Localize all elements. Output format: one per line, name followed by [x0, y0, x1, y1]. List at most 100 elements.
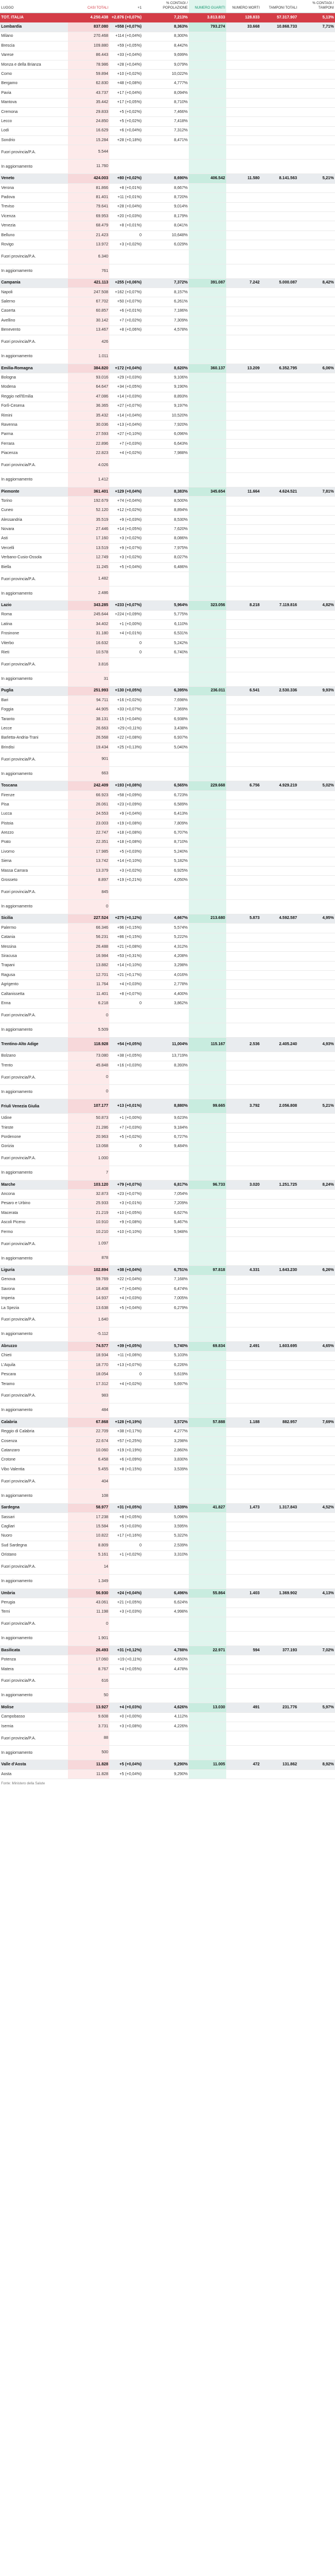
province-row[interactable]: Pesaro e Urbino 25.933 +3 (+0,01%) 7,209%: [0, 1199, 335, 1209]
province-row[interactable]: Napoli 247.508 +162 (+0,07%) 8,157%: [0, 288, 335, 298]
province-row[interactable]: Brindisi 19.434 +25 (+0,13%) 5,040%: [0, 743, 335, 753]
province-row[interactable]: Cagliari 15.584 +5 (+0,03%) 3,595%: [0, 1522, 335, 1532]
province-row[interactable]: Catanzaro 10.060 +19 (+0,19%) 2,860%: [0, 1446, 335, 1456]
header-morti[interactable]: NUMERO MORTI: [226, 0, 261, 13]
province-row[interactable]: Imperia 14.937 +4 (+0,03%) 7,005%: [0, 1294, 335, 1304]
region-row[interactable]: Calabria 67.868 +128 (+0,19%) 3,572% 57.888 1…: [0, 1417, 335, 1428]
province-row[interactable]: Fuori provincia/P.A. 426: [0, 335, 335, 350]
province-row[interactable]: Rieti 10.578 0 6,740%: [0, 648, 335, 658]
province-row[interactable]: Gorizia 13.068 0 9,484%: [0, 1142, 335, 1152]
province-row[interactable]: Taranto 38.131 +15 (+0,04%) 6,938%: [0, 714, 335, 725]
region-row[interactable]: Sicilia 227.524 +275 (+0,12%) 4,667% 213.680…: [0, 914, 335, 924]
province-row[interactable]: Viterbo 16.632 0 5,242%: [0, 638, 335, 649]
province-row[interactable]: Bolzano 73.080 +38 (+0,05%) 13,719%: [0, 1051, 335, 1062]
province-row[interactable]: Varese 86.443 +33 (+0,04%) 9,699%: [0, 51, 335, 60]
province-row[interactable]: Cuneo 52.120 +12 (+0,02%) 8,894%: [0, 506, 335, 516]
province-row[interactable]: Nuoro 10.822 +17 (+0,16%) 5,322%: [0, 1531, 335, 1542]
province-row[interactable]: Campobasso 9.608 +0 (+0,00%) 4,112%: [0, 1712, 335, 1723]
province-row[interactable]: Fuori provincia/P.A. 616: [0, 1674, 335, 1689]
province-row[interactable]: Monza e della Brianza 78.986 +28 (+0,04%) 9…: [0, 60, 335, 70]
region-row[interactable]: Abruzzo 74.577 +39 (+0,05%) 5,740% 69.834 2.4…: [0, 1341, 335, 1352]
province-row[interactable]: Torino 192.679 +74 (+0,04%) 8,500%: [0, 496, 335, 506]
province-row[interactable]: Ferrara 22.896 +7 (+0,03%) 6,643%: [0, 439, 335, 449]
province-row[interactable]: Bari 94.711 +16 (+0,02%) 7,698%: [0, 695, 335, 706]
province-row[interactable]: In aggiornamento 50: [0, 1688, 335, 1704]
province-row[interactable]: Reggio di Calabria 22.709 +38 (+0,17%) 4,27…: [0, 1427, 335, 1438]
province-row[interactable]: Salerno 67.702 +50 (+0,07%) 6,261%: [0, 297, 335, 307]
province-row[interactable]: Belluno 21.423 0 10,648%: [0, 230, 335, 241]
region-row[interactable]: Liguria 102.894 +38 (+0,04%) 6,751% 97.818 4.…: [0, 1265, 335, 1276]
province-row[interactable]: Fermo 10.210 +10 (+0,10%) 5,948%: [0, 1227, 335, 1238]
province-row[interactable]: In aggiornamento 5.509: [0, 1023, 335, 1038]
province-row[interactable]: Pordenone 20.963 +5 (+0,02%) 6,727%: [0, 1132, 335, 1143]
province-row[interactable]: In aggiornamento 7: [0, 1166, 335, 1181]
province-row[interactable]: Vibo Valentia 5.455 +8 (+0,15%) 3,539%: [0, 1465, 335, 1475]
province-row[interactable]: Vercelli 13.519 +9 (+0,07%) 7,975%: [0, 543, 335, 554]
province-row[interactable]: In aggiornamento 1.901: [0, 1631, 335, 1647]
province-row[interactable]: Ravenna 30.036 +13 (+0,04%) 7,920%: [0, 420, 335, 430]
province-row[interactable]: Massa Carrara 13.379 +3 (+0,02%) 6,925%: [0, 866, 335, 876]
province-row[interactable]: Verbano-Cusio-Ossola 12.749 +3 (+0,02%) 8,0…: [0, 553, 335, 563]
province-row[interactable]: In aggiornamento 11.760: [0, 159, 335, 175]
province-row[interactable]: Padova 81.401 +11 (+0,01%) 8,720%: [0, 192, 335, 203]
province-row[interactable]: Fuori provincia/P.A. 4.026: [0, 458, 335, 473]
province-row[interactable]: Fuori provincia/P.A. 845: [0, 885, 335, 900]
province-row[interactable]: Agrigento 11.764 +4 (+0,03%) 2,778%: [0, 979, 335, 990]
province-row[interactable]: Fuori provincia/P.A. 0: [0, 1070, 335, 1085]
province-row[interactable]: In aggiornamento 1.349: [0, 1574, 335, 1589]
province-row[interactable]: Lecce 26.663 +29 (+0,11%) 3,438%: [0, 724, 335, 734]
province-row[interactable]: Forlì-Cesena 36.365 +27 (+0,07%) 9,197%: [0, 402, 335, 411]
province-row[interactable]: Sassari 17.238 +8 (+0,05%) 5,096%: [0, 1512, 335, 1523]
province-row[interactable]: Livorno 17.985 +5 (+0,03%) 5,240%: [0, 847, 335, 857]
province-row[interactable]: Fuori provincia/P.A. 3.816: [0, 657, 335, 672]
province-row[interactable]: Asti 17.160 +3 (+0,02%) 8,086%: [0, 534, 335, 544]
province-row[interactable]: Ragusa 12.701 +21 (+0,17%) 4,016%: [0, 970, 335, 981]
province-row[interactable]: Bergamo 62.830 +48 (+0,08%) 4,777%: [0, 79, 335, 89]
header-guariti[interactable]: NUMERO GUARITI: [189, 0, 226, 13]
province-row[interactable]: In aggiornamento 0: [0, 1084, 335, 1100]
province-row[interactable]: Ascoli Piceno 10.910 +9 (+0,08%) 5,467%: [0, 1218, 335, 1228]
province-row[interactable]: In aggiornamento 108: [0, 1489, 335, 1504]
province-row[interactable]: Sondrio 15.284 +28 (+0,18%) 8,471%: [0, 135, 335, 146]
province-row[interactable]: Caserta 60.857 +6 (+0,01%) 7,186%: [0, 307, 335, 317]
province-row[interactable]: Vicenza 69.953 +20 (+0,03%) 8,179%: [0, 211, 335, 222]
province-row[interactable]: Trapani 13.882 +14 (+0,10%) 3,298%: [0, 961, 335, 971]
region-row[interactable]: Puglia 251.993 +130 (+0,05%) 6,395% 236.011 6…: [0, 686, 335, 697]
province-row[interactable]: Grosseto 8.897 +19 (+0,21%) 4,050%: [0, 875, 335, 886]
province-row[interactable]: Firenze 66.923 +58 (+0,09%) 6,723%: [0, 790, 335, 801]
region-row[interactable]: Piemonte 361.401 +129 (+0,04%) 8,383% 345.65…: [0, 487, 335, 497]
province-row[interactable]: In aggiornamento 663: [0, 766, 335, 782]
region-row[interactable]: Marche 103.120 +79 (+0,07%) 6,817% 96.733 3.0…: [0, 1180, 335, 1190]
province-row[interactable]: Fuori provincia/P.A. 1.640: [0, 1312, 335, 1328]
header-pct-tamponi[interactable]: % CONTAGI / TAMPONI: [298, 0, 335, 13]
province-row[interactable]: In aggiornamento 500: [0, 1745, 335, 1761]
region-row[interactable]: Friuli Venezia Giulia 107.177 +13 (+0,01%)…: [0, 1099, 335, 1114]
province-row[interactable]: Cremona 29.833 +5 (+0,02%) 7,466%: [0, 107, 335, 118]
province-row[interactable]: Trento 45.848 +16 (+0,03%) 8,393%: [0, 1061, 335, 1071]
province-row[interactable]: In aggiornamento 484: [0, 1403, 335, 1418]
province-row[interactable]: In aggiornamento 761: [0, 264, 335, 279]
province-row[interactable]: Foggia 44.905 +33 (+0,07%) 7,369%: [0, 705, 335, 715]
header-cases[interactable]: CASI TOTALI: [68, 0, 109, 13]
province-row[interactable]: Fuori provincia/P.A. 1.097: [0, 1236, 335, 1252]
province-row[interactable]: Pisa 26.061 +23 (+0,09%) 6,589%: [0, 800, 335, 810]
province-row[interactable]: Latina 34.402 +1 (+0,00%) 6,110%: [0, 619, 335, 630]
province-row[interactable]: Perugia 43.061 +21 (+0,05%) 6,624%: [0, 1598, 335, 1608]
province-row[interactable]: Barletta-Andria-Trani 26.568 +22 (+0,08%) 6…: [0, 733, 335, 744]
province-row[interactable]: Novara 27.446 +14 (+0,05%) 7,620%: [0, 524, 335, 535]
province-row[interactable]: La Spezia 13.638 +5 (+0,04%) 6,279%: [0, 1303, 335, 1314]
province-row[interactable]: Ancona 32.873 +23 (+0,07%) 7,054%: [0, 1189, 335, 1200]
province-row[interactable]: Benevento 13.467 +8 (+0,06%) 4,578%: [0, 326, 335, 335]
province-row[interactable]: In aggiornamento 878: [0, 1251, 335, 1266]
province-row[interactable]: L'Aquila 18.770 +13 (+0,07%) 6,226%: [0, 1360, 335, 1371]
province-row[interactable]: Pescara 18.054 0 5,619%: [0, 1370, 335, 1380]
province-row[interactable]: Udine 50.873 +1 (+0,00%) 9,623%: [0, 1113, 335, 1124]
region-row[interactable]: Veneto 424.003 +80 (+0,02%) 8,690% 406.542 11…: [0, 173, 335, 184]
province-row[interactable]: Parma 27.593 +27 (+0,10%) 6,096%: [0, 430, 335, 440]
province-row[interactable]: Venezia 68.479 +8 (+0,01%) 8,041%: [0, 221, 335, 231]
province-row[interactable]: Catania 56.231 +86 (+0,15%) 5,222%: [0, 933, 335, 943]
province-row[interactable]: Pavia 43.737 +17 (+0,04%) 8,094%: [0, 88, 335, 99]
region-row[interactable]: Lombardia 837.080 +558 (+0,07%) 8,363% 793.2…: [0, 22, 335, 32]
province-row[interactable]: Trieste 21.286 +7 (+0,03%) 9,184%: [0, 1123, 335, 1133]
province-row[interactable]: Brescia 109.880 +59 (+0,05%) 8,442%: [0, 41, 335, 51]
